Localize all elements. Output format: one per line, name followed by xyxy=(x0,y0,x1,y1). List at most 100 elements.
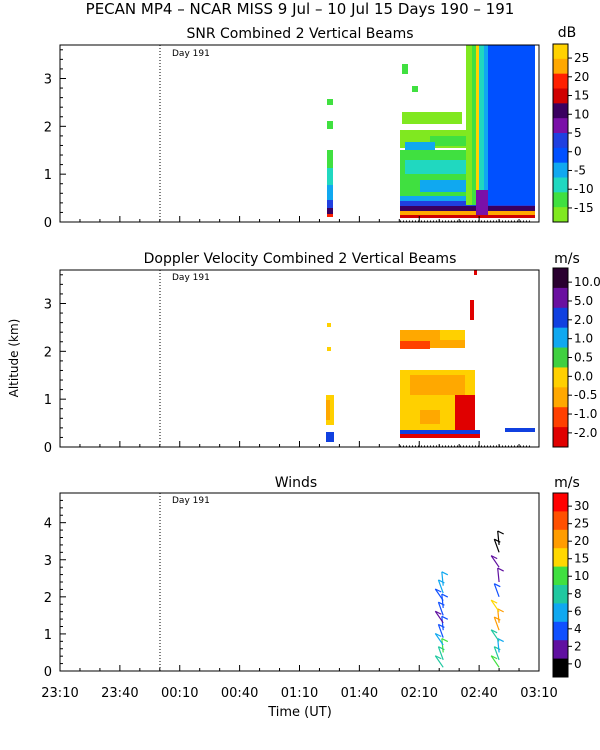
colorbar-label: 25 xyxy=(574,51,589,65)
colorbar-swatch xyxy=(553,566,568,586)
colorbar-label: 5 xyxy=(574,126,582,140)
colorbar-swatch xyxy=(553,73,568,89)
wind-barb xyxy=(490,555,500,568)
snr-cell xyxy=(420,180,475,192)
snr-cell xyxy=(476,45,479,205)
wind-barb xyxy=(441,616,444,631)
y-axis-label: Altitude (km) xyxy=(7,319,21,398)
y-tick-label: 2 xyxy=(44,591,52,606)
snr-cell xyxy=(327,121,333,129)
snr-x-ticks xyxy=(59,216,540,222)
colorbar-swatch xyxy=(553,162,568,178)
doppler-cell xyxy=(470,300,474,320)
y-tick-label: 2 xyxy=(44,120,52,135)
wind-barb xyxy=(490,655,500,668)
doppler-cell xyxy=(455,395,475,435)
wind-barb-flag xyxy=(435,588,442,593)
x-tick-labels: 23:10 23:40 00:10 00:40 01:10 01:40 02:10 02:40… xyxy=(41,686,557,701)
wind-barb xyxy=(441,593,444,609)
x-tick-label: 02:40 xyxy=(460,686,497,701)
wind-barb xyxy=(437,602,444,616)
wind-barb-flag xyxy=(441,637,449,643)
colorbar-label: 20 xyxy=(574,70,589,84)
colorbar-label: 1.0 xyxy=(574,332,593,346)
wind-barb-flag xyxy=(435,632,442,638)
colorbar-label: 5.0 xyxy=(574,294,593,308)
y-tick-label: 3 xyxy=(44,72,52,87)
wind-barb xyxy=(493,616,500,631)
x-axis-label: Time (UT) xyxy=(267,705,332,720)
x-tick-label: 01:10 xyxy=(281,686,318,701)
colorbar-swatch xyxy=(553,147,568,164)
colorbar-swatch xyxy=(553,327,568,349)
winds-title: Winds xyxy=(275,475,317,491)
snr-cell xyxy=(327,214,333,217)
snr-title: SNR Combined 2 Vertical Beams xyxy=(186,26,413,42)
wind-barb xyxy=(493,646,500,661)
snr-cell xyxy=(476,190,488,215)
snr-cell xyxy=(484,45,488,205)
wind-barb-flag xyxy=(490,555,498,560)
snr-cell xyxy=(479,45,484,205)
colorbar-label: 15 xyxy=(574,552,589,566)
wind-barb xyxy=(490,599,500,613)
snr-cell xyxy=(400,196,480,201)
colorbar-label: -2.0 xyxy=(574,426,597,440)
colorbar-swatch xyxy=(553,603,568,623)
wind-barb-flag xyxy=(490,629,498,634)
colorbar-swatch xyxy=(553,103,568,119)
snr-cell xyxy=(488,45,535,205)
colorbar-swatch xyxy=(553,367,568,388)
wind-barb xyxy=(434,588,444,601)
colorbar-label: 0.0 xyxy=(574,369,593,383)
y-tick-label: 0 xyxy=(44,665,52,680)
snr-cell xyxy=(402,64,408,74)
wind-barb xyxy=(434,633,444,646)
x-tick-label: 02:10 xyxy=(401,686,438,701)
snr-colorbar: 25 20 15 10 5 0 -5 -10 -15 xyxy=(552,43,594,223)
wind-barb-flag xyxy=(435,610,442,615)
doppler-cell xyxy=(505,428,535,432)
colorbar-swatch xyxy=(553,177,568,193)
snr-cell xyxy=(412,86,418,92)
y-tick-label: 1 xyxy=(44,393,52,408)
colorbar-label: 2 xyxy=(574,639,582,653)
wind-barb xyxy=(497,530,500,545)
doppler-cell xyxy=(326,400,330,420)
colorbar-swatch xyxy=(553,387,568,408)
wind-barb xyxy=(497,638,500,653)
doppler-y-ticks: 0 1 2 3 xyxy=(44,274,66,456)
colorbar-swatch xyxy=(553,640,568,660)
colorbar-label: 30 xyxy=(574,499,589,513)
colorbar-label: 2.0 xyxy=(574,313,593,327)
wind-barb xyxy=(493,538,500,553)
wind-barb-flag xyxy=(441,593,449,598)
doppler-cell xyxy=(327,323,331,327)
wind-barb xyxy=(437,624,444,638)
colorbar-swatch xyxy=(553,585,568,604)
snr-cell xyxy=(400,206,535,211)
snr-cell xyxy=(327,99,333,105)
colorbar-swatch xyxy=(553,621,568,641)
winds-x-ticks xyxy=(59,665,540,671)
snr-colorbar-unit: dB xyxy=(558,25,577,41)
doppler-heatmap xyxy=(326,270,535,442)
doppler-x-ticks xyxy=(59,441,540,447)
x-tick-label: 03:10 xyxy=(520,686,557,701)
colorbar-label: 15 xyxy=(574,89,589,103)
colorbar-swatch xyxy=(553,529,568,549)
colorbar-label: -15 xyxy=(574,201,594,215)
snr-cell xyxy=(400,215,535,218)
doppler-cell xyxy=(440,330,465,340)
colorbar-swatch xyxy=(553,44,568,60)
snr-day-label: Day 191 xyxy=(172,49,210,59)
wind-barb xyxy=(437,579,444,594)
colorbar-swatch xyxy=(553,207,568,223)
wind-barb xyxy=(437,646,444,661)
snr-cell xyxy=(327,150,333,185)
wind-barb-flag xyxy=(494,583,501,588)
colorbar-swatch xyxy=(553,427,568,448)
colorbar-label: 25 xyxy=(574,517,589,531)
snr-cell xyxy=(466,45,472,205)
